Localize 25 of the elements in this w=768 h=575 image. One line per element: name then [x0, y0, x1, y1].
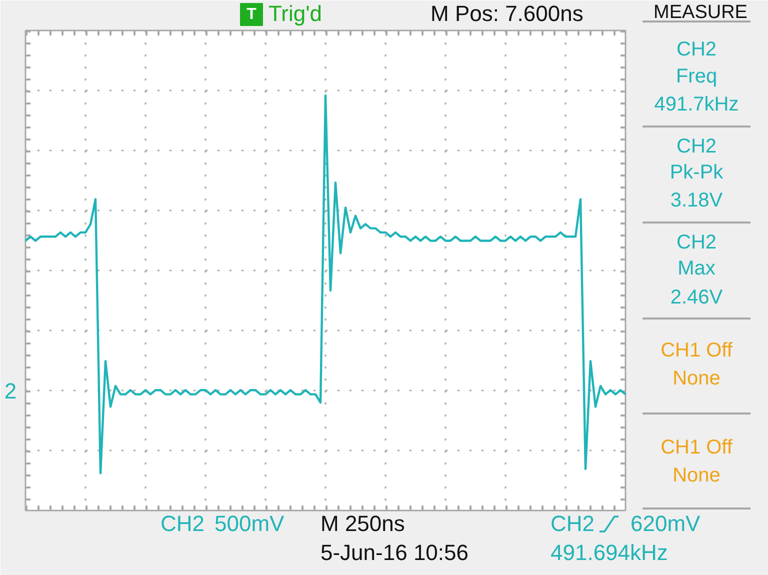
text: CH2	[550, 511, 595, 536]
text: Trig'd	[268, 1, 322, 26]
text: 620mV	[630, 511, 701, 536]
text: 5-Jun-16 10:56	[320, 540, 468, 565]
text: 491.694kHz	[550, 540, 668, 565]
text: None	[672, 368, 720, 390]
text: CH2	[160, 511, 205, 536]
text: Freq	[676, 66, 718, 88]
text: CH2	[676, 232, 717, 254]
text: CH1 Off	[660, 340, 733, 362]
text: 3.18V	[670, 190, 724, 212]
text: 500mV	[214, 511, 285, 536]
text: M Pos: 7.600ns	[430, 1, 584, 26]
text: 491.7kHz	[654, 94, 739, 116]
text: None	[672, 464, 720, 486]
text: CH1 Off	[660, 436, 733, 458]
text: Max	[678, 258, 716, 280]
text: M 250ns	[320, 511, 405, 536]
text: CH2	[676, 38, 717, 60]
text: 2.46V	[670, 286, 724, 308]
text: Pk-Pk	[670, 162, 724, 184]
text: MEASURE	[654, 2, 748, 23]
text: CH2	[676, 136, 717, 158]
text: 2	[4, 378, 17, 404]
text: T	[246, 6, 257, 23]
